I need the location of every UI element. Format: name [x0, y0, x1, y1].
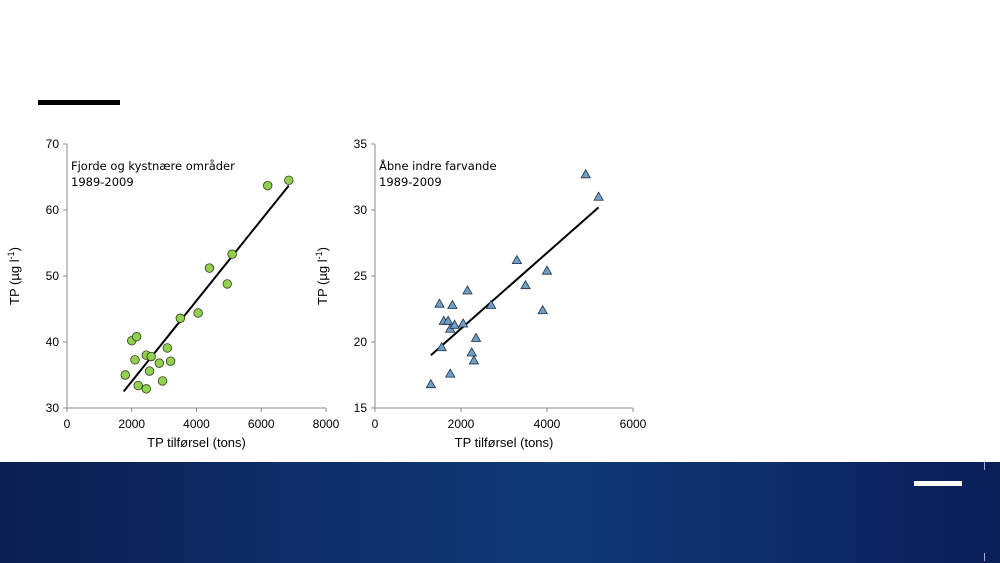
farvande-point [593, 191, 604, 201]
footer-band [0, 462, 1000, 563]
fjorde-y-tick-label: 50 [46, 269, 60, 283]
fjorde-x-tick-label: 0 [64, 417, 71, 431]
farvande-point [444, 368, 456, 378]
fjorde-point [146, 351, 156, 362]
fjorde-point [165, 356, 176, 366]
farvande-annotation-line: 1989-2009 [379, 175, 442, 189]
fjorde-point [131, 332, 142, 342]
farvande-point [425, 378, 437, 389]
farvande-point [466, 347, 478, 357]
farvande-point [541, 265, 553, 275]
footer-tick-top [984, 462, 985, 470]
farvande-y-tick-label: 20 [354, 335, 368, 349]
fjorde-annotation-line: Fjorde og kystnære områder [71, 159, 235, 173]
footer-accent-rule [914, 481, 962, 486]
farvande-trendline [430, 206, 600, 356]
fjorde-point [227, 249, 237, 259]
farvande-x-tick-label: 4000 [534, 417, 561, 431]
fjorde-x-tick-label: 8000 [313, 417, 340, 431]
farvande-point [485, 299, 497, 309]
fjorde-annotation-line: 1989-2009 [71, 175, 134, 189]
fjorde-trendline [122, 184, 290, 393]
fjorde-point [133, 380, 143, 391]
farvande-point [470, 332, 482, 342]
fjorde-point [175, 313, 186, 323]
fjorde-point [141, 384, 152, 394]
fjorde-point [130, 355, 140, 365]
title-accent-rule [38, 100, 120, 105]
farvande-point [537, 304, 548, 315]
fjorde-point [154, 358, 164, 368]
farvande-y-tick-label: 15 [354, 401, 368, 415]
farvande-x-tick-label: 6000 [620, 417, 647, 431]
fjorde-point [157, 376, 168, 386]
farvande-point [457, 318, 469, 328]
farvande-y-tick-label: 30 [354, 203, 368, 217]
fjorde-point [222, 279, 232, 289]
farvande-point [449, 319, 460, 329]
farvande-x-tick-label: 0 [372, 417, 379, 431]
farvande-x-axis-title: TP tilførsel (tons) [455, 435, 554, 450]
farvande-point [462, 285, 473, 295]
fjorde-x-tick-label: 2000 [118, 417, 145, 431]
fjorde-y-tick-label: 60 [46, 203, 60, 217]
farvande-point [520, 279, 531, 290]
footer-tick-bottom [984, 553, 985, 561]
fjorde-point [120, 370, 130, 380]
fjorde-y-tick-label: 40 [46, 335, 60, 349]
farvande-point [511, 254, 523, 265]
fjorde-point [144, 366, 155, 376]
fjorde-y-axis-title: TP (µg l-1) [6, 247, 22, 305]
fjorde-point [193, 308, 203, 318]
fjorde-x-axis-title: TP tilførsel (tons) [147, 435, 246, 450]
fjorde-x-tick-label: 6000 [248, 417, 275, 431]
farvande-point [434, 298, 445, 308]
farvande-x-tick-label: 2000 [448, 417, 475, 431]
fjorde-y-tick-label: 30 [46, 401, 60, 415]
farvande-y-tick-label: 25 [354, 269, 368, 283]
farvande-annotation-line: Åbne indre farvande [379, 158, 497, 173]
fjorde-point [204, 263, 215, 273]
farvande-plot-group: 15 20 25 30 35 0 2000 4000 6000 TP tilførsel (ton… [314, 137, 647, 450]
farvande-y-axis-title: TP (µg l-1) [314, 247, 330, 305]
farvande-point [447, 299, 458, 309]
fjorde-plot-group: 30 40 50 60 70 0 2000 4000 6000 8000 TP tilførsel … [6, 137, 340, 450]
fjorde-point [263, 180, 273, 191]
farvande-point [442, 315, 454, 325]
fjorde-point [284, 175, 294, 186]
farvande-point [580, 168, 591, 179]
farvande-point [436, 341, 447, 352]
fjorde-x-tick-label: 4000 [183, 417, 210, 431]
fjorde-point [162, 343, 173, 353]
farvande-y-tick-label: 35 [354, 137, 368, 151]
farvande-point [468, 355, 480, 365]
fjorde-y-tick-label: 70 [46, 137, 60, 151]
